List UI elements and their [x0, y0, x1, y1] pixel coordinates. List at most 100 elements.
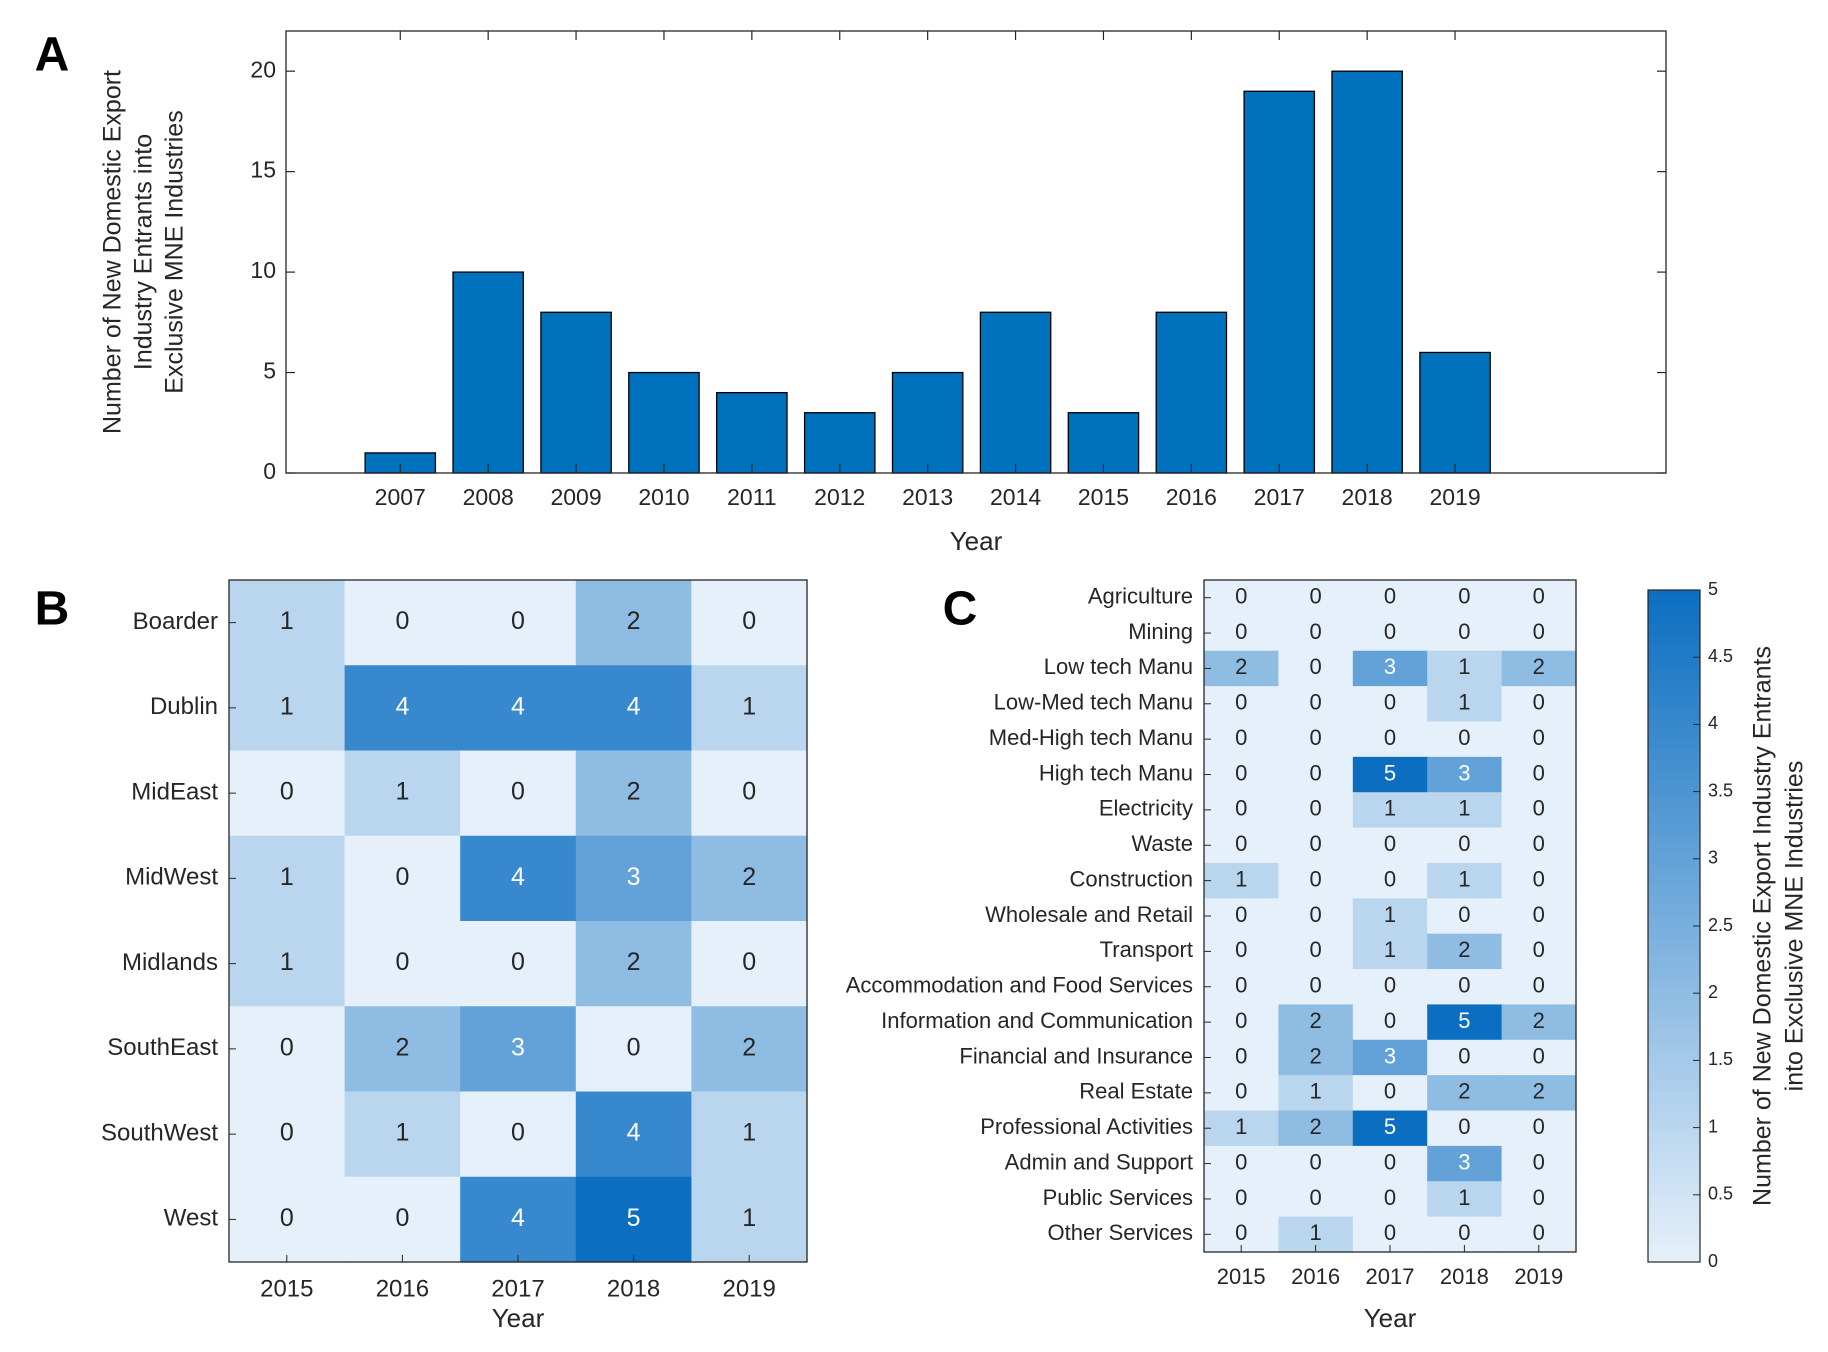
y-tick-label: MidWest	[125, 864, 218, 891]
cell-value: 0	[280, 778, 294, 806]
heatmap-cell	[691, 1006, 808, 1093]
y-tick-label: Other Services	[1048, 1220, 1194, 1245]
cell-value: 3	[511, 1033, 525, 1061]
panel-letter-c: C	[943, 583, 978, 636]
y-axis-label-line: Exclusive MNE Industries	[161, 110, 189, 393]
cell-value: 1	[1384, 902, 1396, 927]
heatmap-frame	[228, 579, 808, 1263]
panel-a-bar-chart: 2007 2008 2009 2010 2011 2012 2013 2014 2015 2016…	[99, 30, 1667, 556]
y-axis-label-line: Industry Entrants into	[130, 134, 158, 370]
cell-value: 0	[1384, 1220, 1396, 1245]
heatmap-cell	[229, 580, 346, 666]
heatmap-cell	[1204, 862, 1279, 899]
bar-2009	[540, 311, 612, 474]
heatmap-cell	[1278, 792, 1354, 829]
y-tick-label: Public Services	[1043, 1185, 1193, 1210]
cell-value: 3	[1384, 654, 1396, 679]
y-tick-label: Midlands	[122, 949, 218, 976]
heatmap-cell	[1352, 898, 1428, 935]
y-tick-label: 10	[250, 257, 276, 283]
cell-value: 0	[1235, 1043, 1247, 1068]
y-tick-label: Transport	[1100, 937, 1193, 962]
cell-value: 0	[1533, 619, 1545, 644]
cell-value: 0	[1533, 1185, 1545, 1210]
colorbar-tick-label: 1	[1708, 1116, 1718, 1136]
x-tick-label: 2009	[550, 484, 601, 510]
y-tick-label: 5	[263, 358, 276, 384]
heatmap-cell	[1278, 1075, 1354, 1112]
bar-2016	[1155, 311, 1228, 474]
heatmap-cell	[1352, 580, 1428, 616]
colorbar-tick-label: 4.5	[1708, 646, 1733, 666]
x-tick-label: 2018	[1342, 484, 1393, 510]
colorbar-label: Number of New Domestic Export Industry E…	[1749, 646, 1809, 1206]
heatmap-cell	[1352, 969, 1428, 1006]
heatmap-cell	[1204, 827, 1279, 864]
heatmap-cell	[1427, 898, 1503, 935]
heatmap-cell	[1427, 1004, 1503, 1041]
cell-value: 0	[395, 948, 409, 976]
cell-value: 0	[1235, 583, 1247, 608]
colorbar-tick-label: 2	[1708, 982, 1718, 1002]
x-tick-label: 2017	[1254, 484, 1305, 510]
x-tick-label: 2019	[1514, 1264, 1563, 1289]
cell-value: 0	[1235, 937, 1247, 962]
cell-value: 0	[1309, 902, 1321, 927]
cell-value: 0	[1533, 690, 1545, 715]
cell-value: 0	[511, 607, 525, 635]
x-tick-label: 2015	[1217, 1264, 1266, 1289]
cell-value: 0	[395, 1204, 409, 1232]
x-axis-label: Year	[1364, 1303, 1417, 1333]
cell-value: 0	[1235, 1008, 1247, 1033]
cell-value: 4	[511, 863, 525, 891]
heatmap-cell	[1352, 1075, 1428, 1112]
cell-value: 2	[627, 778, 641, 806]
heatmap-cell	[1501, 1075, 1577, 1112]
heatmap-cell	[1352, 686, 1428, 723]
bar-2008	[452, 271, 524, 474]
heatmap-cell	[1427, 721, 1503, 758]
heatmap-cell	[1352, 1039, 1428, 1076]
cell-value: 2	[1533, 1079, 1545, 1104]
heatmap-cell	[1204, 686, 1279, 723]
cell-value: 1	[280, 692, 294, 720]
bar-2011	[716, 391, 788, 474]
cell-value: 3	[627, 863, 641, 891]
heatmap-cell	[1501, 933, 1577, 970]
cell-value: 1	[742, 1204, 756, 1232]
cell-value: 1	[1458, 1185, 1470, 1210]
x-tick-label: 2007	[375, 484, 426, 510]
cell-value: 1	[1384, 937, 1396, 962]
colorbar-label-line: into Exclusive MNE Industries	[1781, 761, 1809, 1092]
cell-value: 0	[1458, 619, 1470, 644]
heatmap-cell	[1352, 933, 1428, 970]
heatmap-cell	[1501, 898, 1577, 935]
heatmap-cell	[460, 1006, 577, 1093]
cell-value: 1	[395, 778, 409, 806]
heatmap-cell	[344, 921, 461, 1007]
y-tick-label: Low-Med tech Manu	[994, 690, 1193, 715]
heatmap-cell	[1278, 615, 1354, 652]
colorbar-tick-label: 0	[1708, 1251, 1718, 1271]
cell-value: 0	[1384, 1008, 1396, 1033]
bar-2012	[803, 412, 876, 474]
heatmap-cell	[1204, 1110, 1279, 1147]
heatmap-cell	[229, 750, 346, 837]
cell-value: 0	[1235, 725, 1247, 750]
heatmap-cell	[1204, 1075, 1279, 1112]
heatmap-cell	[229, 665, 346, 752]
cell-value: 0	[395, 607, 409, 635]
cell-value: 0	[1533, 1114, 1545, 1139]
y-tick-label: 15	[250, 157, 276, 183]
x-tick-label: 2019	[723, 1275, 776, 1302]
cell-value: 2	[1458, 937, 1470, 962]
heatmap-cell	[344, 1091, 461, 1178]
heatmap-cell	[1427, 580, 1503, 616]
colorbar-tick-label: 5	[1708, 579, 1718, 599]
y-tick-label: West	[164, 1205, 219, 1232]
heatmap-cell	[1352, 721, 1428, 758]
cell-value: 1	[280, 607, 294, 635]
y-tick-label: Real Estate	[1079, 1079, 1193, 1104]
heatmap-cell	[1278, 756, 1354, 793]
